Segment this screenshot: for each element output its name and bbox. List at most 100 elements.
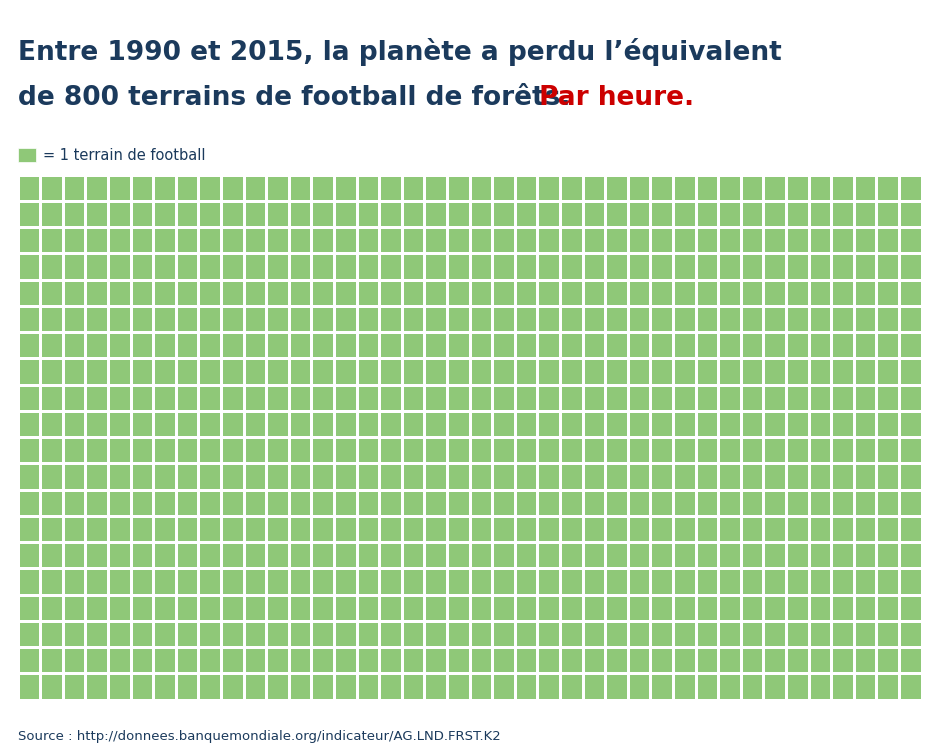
Bar (562, 439, 582, 462)
Bar (540, 308, 559, 331)
Bar (290, 281, 310, 305)
Bar (65, 544, 85, 567)
Bar (720, 360, 740, 384)
Bar (65, 281, 85, 305)
Bar (855, 387, 875, 409)
Bar (675, 360, 695, 384)
Bar (765, 256, 785, 278)
Bar (358, 281, 378, 305)
Bar (540, 412, 559, 436)
Bar (427, 518, 446, 541)
Bar (765, 596, 785, 620)
Bar (313, 412, 333, 436)
Bar (65, 387, 85, 409)
Bar (517, 281, 537, 305)
Bar (155, 649, 175, 673)
Bar (381, 623, 400, 646)
Bar (178, 203, 197, 226)
Bar (472, 465, 491, 489)
Bar (630, 623, 650, 646)
Bar (427, 439, 446, 462)
Bar (652, 360, 672, 384)
Bar (562, 518, 582, 541)
Bar (517, 387, 537, 409)
Bar (675, 281, 695, 305)
Text: = 1 terrain de football: = 1 terrain de football (43, 148, 206, 163)
Bar (358, 676, 378, 698)
Bar (788, 256, 807, 278)
Bar (110, 649, 130, 673)
Bar (245, 308, 265, 331)
Bar (652, 256, 672, 278)
Bar (810, 623, 830, 646)
Bar (313, 544, 333, 567)
Bar (403, 308, 423, 331)
Bar (855, 256, 875, 278)
Bar (290, 570, 310, 593)
Bar (336, 492, 355, 515)
Bar (20, 308, 39, 331)
Bar (336, 334, 355, 357)
Bar (313, 465, 333, 489)
Bar (833, 256, 853, 278)
Bar (562, 570, 582, 593)
Bar (427, 387, 446, 409)
Bar (720, 465, 740, 489)
Bar (697, 176, 717, 200)
Bar (697, 544, 717, 567)
Bar (427, 229, 446, 253)
Bar (788, 387, 807, 409)
Bar (720, 649, 740, 673)
Bar (20, 412, 39, 436)
Bar (20, 203, 39, 226)
Bar (449, 676, 468, 698)
Bar (540, 492, 559, 515)
Bar (878, 518, 898, 541)
Bar (133, 596, 152, 620)
Bar (630, 570, 650, 593)
Bar (562, 203, 582, 226)
Bar (517, 412, 537, 436)
Bar (200, 176, 220, 200)
Bar (788, 360, 807, 384)
Bar (178, 360, 197, 384)
Bar (878, 544, 898, 567)
Bar (245, 176, 265, 200)
Bar (810, 412, 830, 436)
Bar (855, 596, 875, 620)
Bar (562, 281, 582, 305)
Bar (855, 492, 875, 515)
Bar (562, 334, 582, 357)
Bar (540, 596, 559, 620)
Bar (65, 256, 85, 278)
Bar (313, 570, 333, 593)
Bar (517, 676, 537, 698)
Bar (743, 596, 762, 620)
Bar (810, 465, 830, 489)
Bar (87, 492, 107, 515)
Bar (765, 623, 785, 646)
Bar (381, 203, 400, 226)
Bar (336, 676, 355, 698)
Bar (42, 544, 62, 567)
Bar (381, 176, 400, 200)
Bar (268, 518, 288, 541)
Bar (290, 623, 310, 646)
Bar (788, 412, 807, 436)
Bar (200, 281, 220, 305)
Bar (449, 412, 468, 436)
Bar (290, 176, 310, 200)
Bar (517, 308, 537, 331)
Bar (268, 492, 288, 515)
Bar (810, 518, 830, 541)
Bar (901, 229, 920, 253)
Bar (200, 203, 220, 226)
Bar (133, 544, 152, 567)
Bar (358, 334, 378, 357)
Bar (472, 334, 491, 357)
Bar (133, 229, 152, 253)
Bar (20, 596, 39, 620)
Bar (427, 176, 446, 200)
Bar (449, 570, 468, 593)
Bar (585, 176, 604, 200)
